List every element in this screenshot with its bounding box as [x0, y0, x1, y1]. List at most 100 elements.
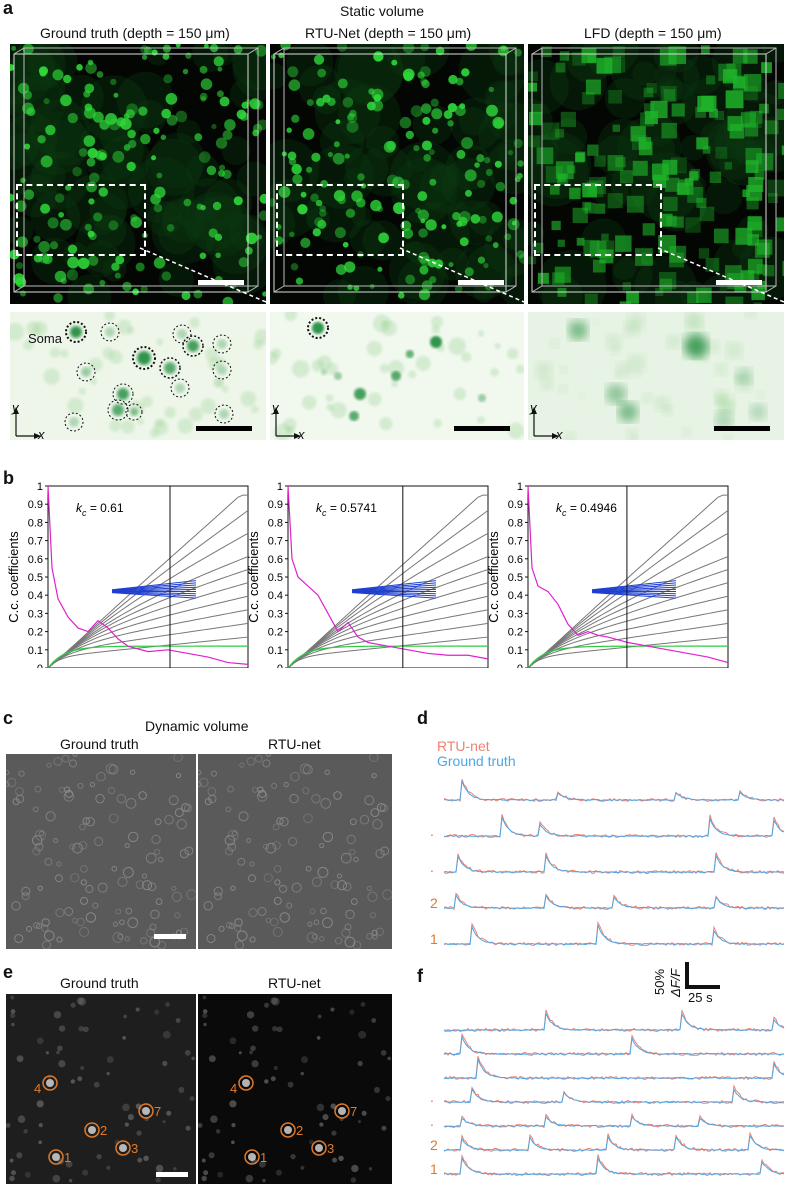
panel-a-letter: a: [3, 0, 14, 18]
blue-bundle-line: [591, 591, 677, 595]
threshold-curve: [527, 622, 729, 668]
trace-ground-truth: [443, 1115, 785, 1128]
fsc-chart-3: 00.10.20.30.40.50.60.70.80.9100.20.40.60…: [486, 481, 729, 668]
threshold-curve: [527, 582, 729, 668]
trace-rtu-net: [443, 778, 785, 803]
threshold-curve: [527, 494, 728, 668]
y-axis-label: C.c. coefficients: [486, 531, 501, 623]
scale-bar-traces: [685, 962, 720, 989]
legend-rtu-net: RTU-net: [437, 738, 490, 754]
y-tick-label: 1: [37, 481, 43, 493]
scale-bar: [156, 1172, 188, 1177]
scale-dff: ΔF/F: [668, 968, 683, 997]
scale-bar: [154, 934, 186, 939]
y-tick-label: 0: [277, 663, 283, 668]
blue-bundle-line: [591, 582, 677, 591]
axis-x-1: x: [38, 427, 45, 442]
threshold-curve: [47, 494, 248, 668]
fsc-charts: 0 0.1 0.2 0.3 0.4 0.5 0.6 0.7 0.8 0.9 1 0 0.2 0.4 0.6 0…: [6, 481, 729, 668]
roi-number: 3: [131, 1141, 138, 1156]
y-tick-label: 0.2: [268, 627, 283, 639]
blue-bundle-line: [591, 592, 677, 599]
threshold-curve: [287, 569, 489, 668]
blue-bundle-line: [351, 582, 437, 591]
threshold-curve: [47, 569, 249, 668]
zoom-selection-box: [276, 184, 404, 256]
trace-ground-truth: [443, 924, 785, 946]
threshold-curve: [527, 595, 729, 668]
trace-rtu-net: [443, 1010, 785, 1033]
trace-label: .: [430, 1113, 434, 1129]
y-tick-label: 0.9: [28, 499, 43, 511]
trace-label: 1: [430, 1161, 438, 1177]
panel-e-letter: e: [3, 962, 14, 982]
rtu-net-volume: [270, 44, 524, 304]
legend-ground-truth: Ground truth: [437, 753, 516, 769]
volume-render: [528, 44, 784, 304]
y-tick-label: 0.4: [28, 590, 43, 602]
y-tick-label: 1: [277, 481, 283, 493]
y-tick-label: 0.2: [508, 627, 523, 639]
scale-time: 25 s: [688, 990, 713, 1005]
roi-circle: [48, 1149, 64, 1165]
roi-circle: [238, 1075, 254, 1091]
blue-bundle-line: [351, 592, 437, 599]
axis-y-2: y: [272, 400, 279, 415]
panel-e-ground-truth-image: 4723156: [6, 994, 196, 1184]
blue-bundle-line: [111, 584, 197, 591]
image-render: 4723156: [198, 995, 391, 1183]
y-tick-label: 0.9: [268, 499, 283, 511]
threshold-curve: [47, 582, 249, 668]
roi-circle: [115, 1140, 131, 1156]
panel-f-letter: f: [417, 966, 423, 986]
fsc-curve: [287, 485, 489, 660]
rtu-net-zoom-inset: [270, 312, 524, 440]
y-tick-label: 0.7: [508, 536, 523, 548]
threshold-curve: [287, 622, 489, 668]
trace-rtu-net: [443, 1056, 785, 1081]
panel-c-left-label: Ground truth: [60, 736, 139, 752]
kc-label: kc = 0.4946: [556, 501, 617, 518]
blue-bundle-line: [351, 591, 437, 595]
threshold-curve: [527, 636, 729, 668]
kc-label: kc = 0.61: [76, 501, 124, 518]
blue-bundle-line: [111, 591, 197, 595]
y-tick-label: 0.6: [28, 554, 43, 566]
trace-ground-truth: [443, 1156, 785, 1176]
panel-d-traces: .. 2 1: [430, 778, 785, 947]
y-tick-label: 0.5: [508, 572, 523, 584]
axis-x-3: x: [556, 427, 563, 442]
threshold-curve: [287, 510, 489, 668]
trace-ground-truth: [443, 1087, 785, 1104]
axis-y-3: y: [530, 400, 537, 415]
y-tick-label: 0.1: [268, 645, 283, 657]
panel-c-title: Dynamic volume: [145, 718, 249, 734]
threshold-curve: [287, 636, 489, 668]
scale-percent: 50%: [652, 968, 667, 995]
y-tick-label: 0: [517, 663, 523, 668]
panel-c-right-label: RTU-net: [268, 736, 321, 752]
y-tick-label: 0.6: [508, 554, 523, 566]
trace-ground-truth: [443, 1011, 785, 1032]
roi-number: 1: [64, 1150, 71, 1165]
trace-label: 1: [430, 931, 438, 947]
blue-bundle-line: [111, 586, 197, 592]
blue-bundle-line: [111, 591, 197, 597]
roi-circle: [244, 1149, 260, 1165]
threshold-curve: [527, 569, 729, 668]
axis-y-1: y: [12, 400, 19, 415]
axis-glyph-1: [13, 407, 41, 439]
trace-ground-truth: [443, 893, 785, 909]
lfd-volume: [528, 44, 784, 304]
roi-number: 3: [327, 1141, 334, 1156]
zoom-render: [270, 312, 524, 440]
trace-label: .: [430, 859, 434, 875]
panel-a-title: Static volume: [340, 3, 425, 19]
panel-c-rtu-net-image: 54123: [198, 754, 392, 949]
threshold-curve: [287, 556, 489, 668]
threshold-curve: [287, 582, 489, 668]
roi-circle: [138, 1103, 154, 1119]
panel-c-letter: c: [3, 708, 14, 728]
threshold-curve: [287, 609, 489, 668]
y-tick-label: 0.1: [508, 645, 523, 657]
